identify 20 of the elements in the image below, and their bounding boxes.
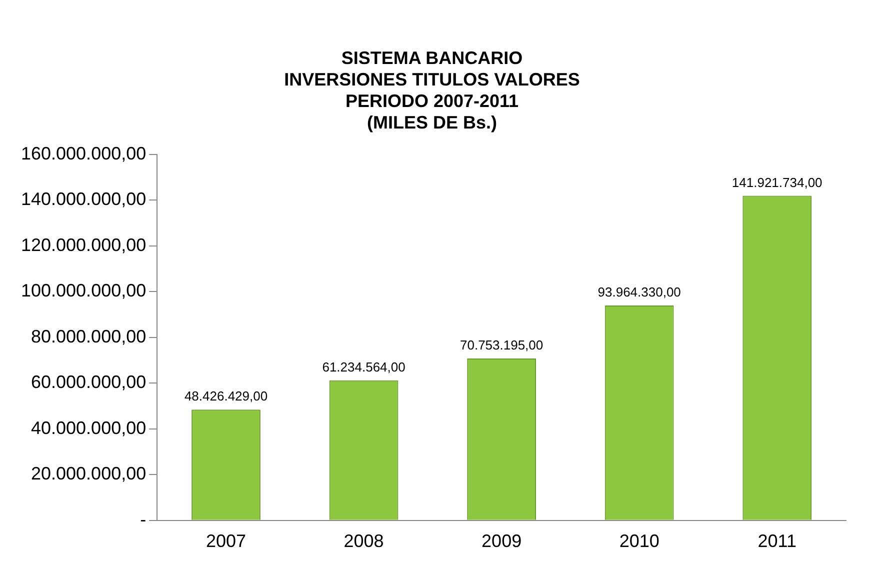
y-tick-label: 160.000.000,00: [20, 143, 146, 164]
x-tick-label: 2008: [344, 531, 384, 552]
y-tick-label: 40.000.000,00: [30, 418, 146, 438]
chart-title: SISTEMA BANCARIO INVERSIONES TITULOS VALORES PERIODO 2007-2011 (MILES DE Bs.): [284, 48, 580, 133]
x-tick-label: 2011: [758, 531, 796, 552]
data-label: 61.234.564,00: [322, 359, 406, 374]
y-tick-label: 60.000.000,00: [30, 372, 146, 392]
data-label: 93.964.330,00: [598, 284, 681, 300]
y-tick-label: 80.000.000,00: [30, 326, 146, 346]
x-tick-label: 2009: [482, 531, 522, 552]
x-tick-label: 2010: [619, 531, 660, 552]
y-tick-label: 140.000.000,00: [20, 189, 146, 210]
data-label: 141.921.734,00: [732, 174, 822, 190]
y-tick-label: 20.000.000,00: [30, 464, 146, 484]
data-label: 48.426.429,00: [184, 388, 268, 404]
y-tick-label: 100.000.000,00: [20, 280, 146, 301]
y-tick-label: -: [140, 509, 146, 530]
x-tick-label: 2007: [206, 531, 246, 552]
y-tick-label: 120.000.000,00: [20, 234, 146, 255]
data-label: 70.753.195,00: [460, 338, 544, 353]
